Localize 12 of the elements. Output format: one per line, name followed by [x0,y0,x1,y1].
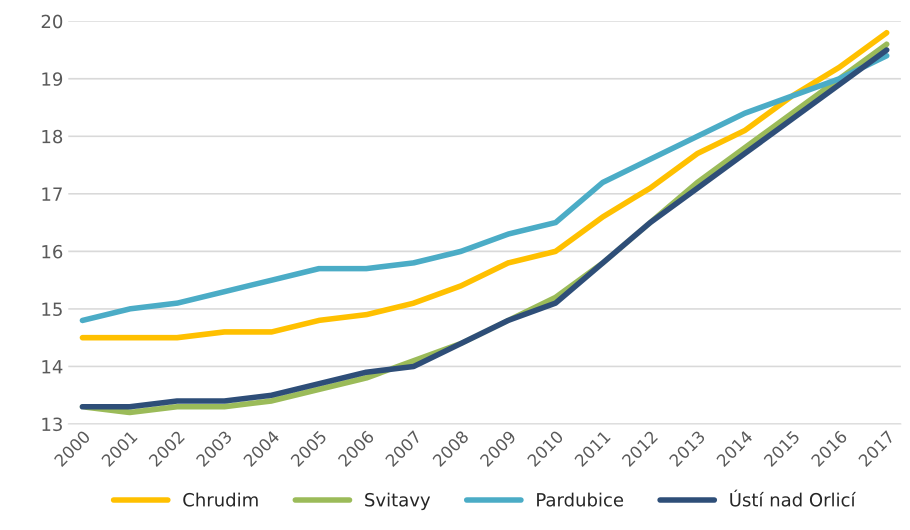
y-tick-label: 19 [42,72,62,86]
y-tick-label: 16 [42,244,62,258]
y-tick-label: 13 [42,417,62,432]
legend-label: Pardubice [537,492,624,507]
legend-label: Ústí nad Orlicí [730,490,856,507]
y-tick-label: 15 [42,302,62,316]
y-tick-label: 20 [42,14,62,28]
legend-label: Chrudim [183,492,258,507]
y-tick-label: 18 [42,130,62,144]
y-tick-label: 14 [42,360,62,374]
legend-label: Svitavy [365,492,430,510]
y-tick-label: 17 [42,188,62,201]
